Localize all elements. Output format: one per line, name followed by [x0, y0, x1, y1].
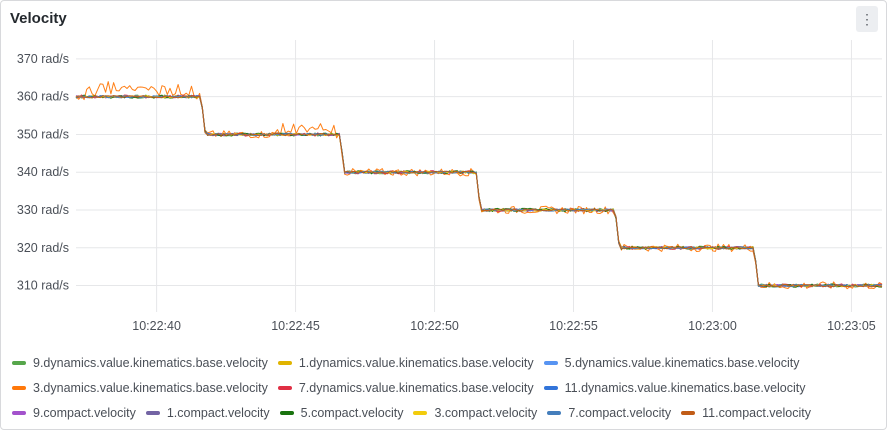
- legend-item[interactable]: 9.dynamics.value.kinematics.base.velocit…: [12, 356, 268, 370]
- legend-swatch: [547, 410, 562, 415]
- x-tick-label: 10:22:45: [271, 319, 320, 333]
- legend-item[interactable]: 1.compact.velocity: [145, 405, 270, 420]
- legend-label: 7.dynamics.value.kinematics.base.velocit…: [298, 380, 534, 395]
- legend-row: 9.dynamics.value.kinematics.base.velocit…: [12, 350, 882, 375]
- more-vertical-icon: ⋮: [860, 10, 874, 27]
- legend-swatch: [12, 410, 26, 415]
- legend-item[interactable]: 3.compact.velocity: [413, 406, 537, 420]
- legend-swatch: [543, 360, 558, 365]
- series-line: [75, 95, 883, 288]
- y-tick-label: 340 rad/s: [17, 165, 69, 179]
- series-line: [75, 81, 883, 290]
- legend-label: 3.compact.velocity: [434, 405, 538, 420]
- series-line: [75, 95, 883, 288]
- y-tick-label: 350 rad/s: [17, 127, 69, 141]
- legend-swatch: [277, 385, 292, 390]
- series-lines: [75, 81, 883, 290]
- legend-item[interactable]: 3.dynamics.value.kinematics.base.velocit…: [12, 381, 268, 395]
- legend-item[interactable]: 11.dynamics.value.kinematics.base.veloci…: [543, 380, 806, 395]
- legend-swatch: [543, 385, 558, 390]
- legend-item[interactable]: 9.compact.velocity: [12, 406, 136, 420]
- legend-label: 1.compact.velocity: [166, 405, 270, 420]
- line-chart: 310 rad/s 320 rad/s 330 rad/s 340 rad/s 350 …: [17, 40, 883, 333]
- series-line: [75, 95, 883, 288]
- series-line: [75, 95, 883, 288]
- y-tick-label: 330 rad/s: [17, 203, 69, 217]
- legend-swatch: [277, 360, 292, 365]
- legend-item[interactable]: 11.compact.velocity: [681, 406, 811, 420]
- legend: 9.dynamics.value.kinematics.base.velocit…: [12, 350, 882, 425]
- y-tick-label: 370 rad/s: [17, 52, 69, 66]
- legend-label: 9.compact.velocity: [33, 405, 136, 420]
- legend-swatch: [12, 385, 26, 390]
- series-line: [75, 95, 883, 288]
- legend-item[interactable]: 1.dynamics.value.kinematics.base.velocit…: [277, 355, 534, 370]
- x-axis: 10:22:40 10:22:45 10:22:50 10:22:55 10:23:00…: [132, 319, 876, 333]
- series-line: [75, 95, 883, 288]
- legend-item[interactable]: 7.dynamics.value.kinematics.base.velocit…: [277, 380, 534, 395]
- legend-swatch: [145, 410, 160, 415]
- legend-label: 5.dynamics.value.kinematics.base.velocit…: [564, 355, 800, 370]
- y-tick-label: 310 rad/s: [17, 279, 69, 293]
- panel-menu-button[interactable]: ⋮: [856, 6, 878, 32]
- legend-label: 1.dynamics.value.kinematics.base.velocit…: [298, 355, 534, 370]
- series-line: [75, 95, 883, 288]
- x-tick-label: 10:22:40: [132, 319, 181, 333]
- legend-item[interactable]: 5.dynamics.value.kinematics.base.velocit…: [543, 355, 800, 370]
- panel-title: Velocity: [10, 10, 67, 27]
- y-tick-label: 320 rad/s: [17, 241, 69, 255]
- legend-label: 11.dynamics.value.kinematics.base.veloci…: [564, 380, 806, 395]
- y-axis: 310 rad/s 320 rad/s 330 rad/s 340 rad/s 350 …: [17, 52, 69, 293]
- legend-label: 7.compact.velocity: [568, 405, 672, 420]
- legend-swatch: [413, 410, 428, 415]
- x-tick-label: 10:22:55: [549, 319, 598, 333]
- legend-label: 9.dynamics.value.kinematics.base.velocit…: [33, 355, 268, 370]
- legend-label: 5.compact.velocity: [300, 405, 404, 420]
- legend-item[interactable]: 7.compact.velocity: [547, 406, 671, 420]
- series-line: [75, 95, 883, 288]
- series-line: [75, 94, 883, 288]
- x-tick-label: 10:23:05: [827, 319, 876, 333]
- grid-lines: [76, 40, 882, 312]
- series-line: [75, 94, 883, 288]
- legend-item[interactable]: 5.compact.velocity: [279, 405, 404, 420]
- legend-swatch: [279, 410, 294, 415]
- legend-label: 11.compact.velocity: [702, 405, 811, 420]
- x-tick-label: 10:23:00: [688, 319, 737, 333]
- x-tick-label: 10:22:50: [410, 319, 459, 333]
- legend-row: 3.dynamics.value.kinematics.base.velocit…: [12, 375, 882, 400]
- series-line: [75, 94, 883, 288]
- legend-label: 3.dynamics.value.kinematics.base.velocit…: [33, 380, 268, 395]
- y-tick-label: 360 rad/s: [17, 90, 69, 104]
- legend-swatch: [681, 410, 696, 415]
- legend-row: 9.compact.velocity 1.compact.velocity 5.co…: [12, 400, 882, 425]
- legend-swatch: [12, 360, 26, 365]
